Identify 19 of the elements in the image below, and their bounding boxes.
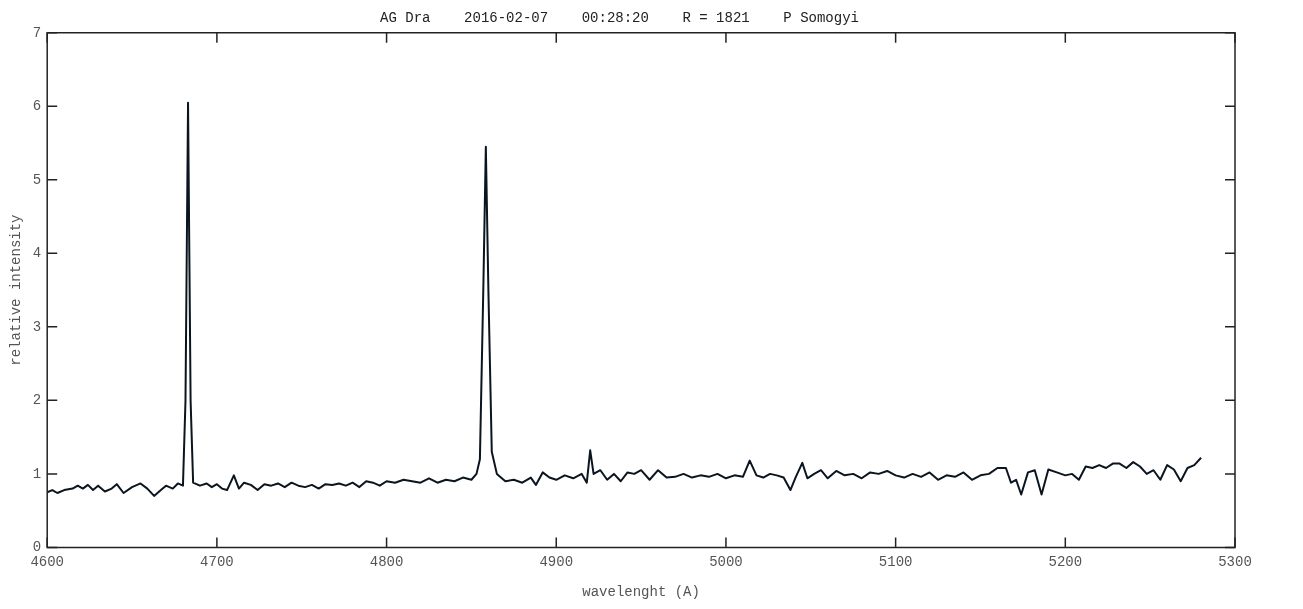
y-tick-label: 6	[32, 98, 42, 115]
x-axis-title: wavelenght (A)	[582, 584, 700, 601]
y-tick-label: 4	[32, 245, 42, 262]
x-tick-label: 4800	[369, 553, 404, 570]
x-tick-label: 5100	[878, 553, 913, 570]
y-tick-label: 2	[32, 392, 42, 409]
y-tick-label: 1	[32, 465, 42, 482]
y-axis-title: relative intensity	[8, 214, 25, 366]
x-tick-label: 4700	[200, 553, 234, 570]
y-tick-label: 0	[32, 539, 42, 556]
x-tick-label: 5300	[1218, 553, 1252, 570]
y-tick-label: 7	[32, 24, 42, 41]
x-tick-label: 4900	[539, 553, 574, 570]
x-tick-label: 5200	[1048, 553, 1083, 570]
chart-title: AG Dra 2016-02-07 00:28:20 R = 1821 P Somogyi	[380, 10, 859, 27]
y-tick-label: 3	[32, 318, 42, 335]
x-tick-label: 4600	[30, 553, 65, 570]
y-tick-label: 5	[32, 171, 42, 188]
x-tick-label: 5000	[709, 553, 743, 570]
